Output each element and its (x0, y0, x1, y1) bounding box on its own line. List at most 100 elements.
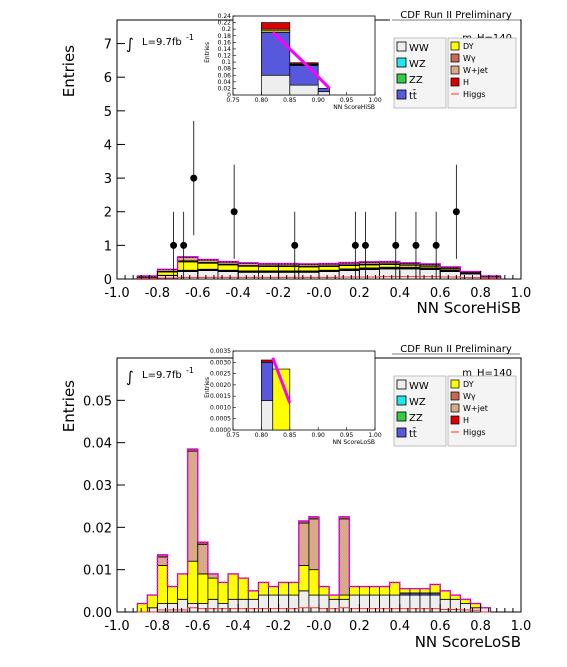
bar-DY-7 (207, 577, 219, 600)
bar-DY-3 (197, 262, 219, 270)
inset-x-tick-label: 0.90 (312, 432, 326, 439)
y-tick-label: 2 (104, 206, 112, 221)
lumi-label: L=9.7fb (142, 37, 182, 48)
bar-Wjet-20 (338, 518, 350, 596)
bar-WW-25 (389, 594, 401, 613)
bar-WW-26 (399, 594, 411, 613)
bar-DY-8 (217, 581, 229, 604)
bar-WW-22 (358, 594, 370, 613)
bar-WW-12 (257, 594, 269, 613)
bar-DY-10 (237, 577, 249, 600)
x-tick-label: 0.2 (349, 286, 370, 301)
bar-WW-4 (217, 271, 239, 280)
bar-DY-6 (257, 266, 279, 272)
inset-bar-H-0 (261, 22, 291, 30)
bar-WW-15 (288, 594, 300, 613)
inset-y-tick-label: 0.18 (218, 33, 232, 40)
legend-label-WZ: WZ (409, 397, 426, 408)
title-box (390, 342, 520, 355)
legend-label-Wg: Wγ (463, 54, 476, 63)
inset-y-tick-label: 0.16 (218, 39, 232, 46)
inset-bar-WW-0 (261, 400, 274, 431)
data-point-2 (190, 174, 198, 182)
inset-x-label: NN ScoreHiSB (333, 104, 375, 111)
integral-sign: ∫ (126, 368, 134, 386)
bar-DY-5 (237, 265, 259, 272)
bar-DY-5 (187, 560, 199, 604)
data-point-6 (361, 241, 369, 249)
data-point-8 (412, 241, 420, 249)
uncertainty-band (137, 448, 491, 609)
bar-Wjet-16 (298, 522, 310, 566)
bar-WW-29 (429, 594, 441, 613)
bar-WW-14 (419, 269, 441, 280)
y-tick-label: 0.05 (83, 394, 112, 409)
legend-swatch-WW (396, 41, 407, 52)
legend-label-Wjet: W+jet (463, 66, 488, 75)
lumi-label: L=9.7fb (142, 370, 182, 381)
bar-DY-13 (268, 586, 280, 596)
bar-WW-17 (308, 594, 320, 613)
bar-WW-28 (419, 594, 431, 613)
bar-WW-13 (399, 268, 421, 280)
x-tick-label: 0.8 (470, 286, 491, 301)
bar-DY-4 (217, 264, 239, 271)
higgs-signal-line (137, 276, 501, 279)
inset-y-tick-label: 0.1 (221, 59, 231, 66)
legend-swatch-tt (396, 427, 407, 438)
bar-WW-20 (338, 598, 350, 613)
y-tick-label: 3 (104, 172, 112, 187)
bar-Wjet-5 (187, 450, 199, 562)
bar-DY-18 (318, 586, 330, 596)
bar-WW-3 (167, 603, 179, 613)
data-point-9 (432, 241, 440, 249)
chart-title: CDF Run II Preliminary (400, 10, 512, 21)
x-tick-label: -0.6 (185, 286, 210, 301)
legend-label-WW: WW (409, 381, 429, 392)
inset-x-tick-label: 0.85 (283, 432, 297, 439)
x-tick-label: 1.0 (511, 286, 532, 301)
legend-label-Higgs: Higgs (463, 90, 486, 99)
legend-swatch-Wg (450, 391, 460, 401)
legend-label-tt: tt̄ (409, 427, 417, 440)
legend-label-ZZ: ZZ (409, 75, 423, 86)
x-tick-label: -1.0 (104, 619, 129, 634)
bar-DY-21 (348, 586, 360, 596)
bar-DY-16 (298, 565, 310, 592)
legend-swatch-DY (450, 379, 460, 389)
inset-y-label: Entries (204, 377, 211, 398)
legend-label-DY: DY (463, 42, 474, 51)
bar-DY-6 (197, 573, 209, 604)
bar-DY-2 (156, 565, 168, 604)
data-point-7 (392, 241, 400, 249)
legend-swatch-Wjet (450, 403, 460, 413)
inset-x-tick-label: 0.85 (283, 97, 297, 104)
y-tick-label: 7 (104, 38, 112, 53)
inset-x-tick-label: 0.75 (226, 97, 240, 104)
x-tick-label: -0.4 (226, 619, 251, 634)
x-tick-label: 1.0 (511, 619, 532, 634)
inset-y-tick-label: 0.12 (218, 53, 232, 60)
bar-Wjet-17 (308, 518, 320, 571)
bar-DY-4 (177, 573, 189, 600)
bar-DY-10 (338, 265, 360, 270)
x-tick-label: -0.2 (266, 286, 291, 301)
legend-swatch-ZZ (396, 411, 407, 422)
legend-swatch-WW (396, 379, 407, 390)
inset-y-tick-label: 0.0010 (210, 404, 231, 411)
x-tick-label: -0.4 (226, 286, 251, 301)
inset-bar-tt-0 (261, 361, 274, 402)
legend-swatch-ZZ (396, 73, 407, 84)
bar-DY-23 (369, 586, 381, 596)
bar-DY-9 (227, 573, 239, 600)
inset-y-tick-label: 0.0015 (210, 393, 231, 400)
bar-WW-16 (459, 273, 481, 280)
bar-DY-3 (167, 586, 179, 604)
chart-title: CDF Run II Preliminary (400, 344, 512, 355)
bar-WW-13 (268, 594, 280, 613)
legend-label-Wjet: W+jet (463, 404, 488, 413)
bar-WW-7 (207, 598, 219, 613)
bar-DY-20 (338, 594, 350, 600)
y-axis-label: Entries (60, 380, 78, 432)
